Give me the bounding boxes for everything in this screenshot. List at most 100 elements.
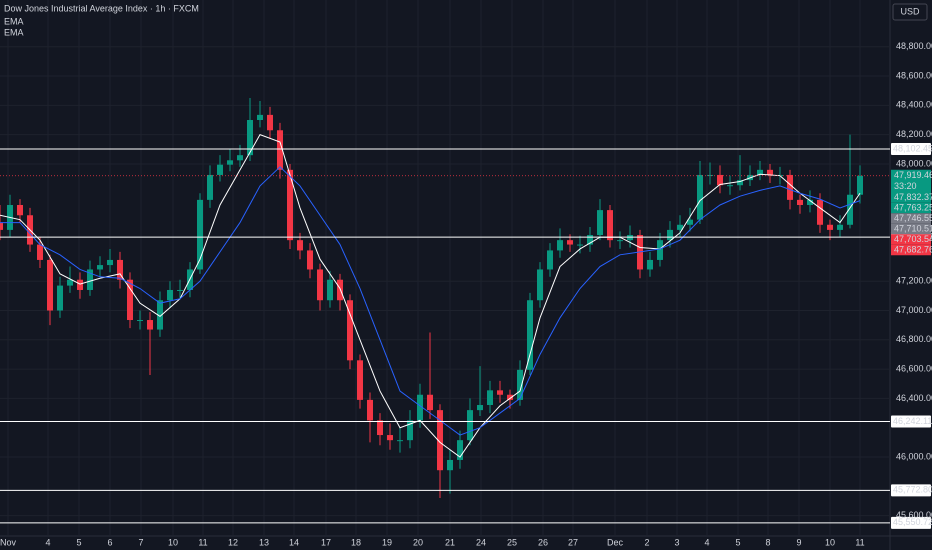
candle-body — [107, 259, 113, 266]
legend-entry: EMA — [4, 27, 24, 37]
candle-body — [227, 160, 233, 165]
x-tick-label: Nov — [0, 537, 16, 547]
currency-button[interactable] — [892, 3, 928, 21]
x-tick-label: 7 — [138, 537, 143, 547]
candle-body — [837, 224, 843, 230]
price-tag — [891, 169, 931, 193]
price-label: 47,832.37 — [894, 192, 932, 202]
x-tick-label: 6 — [107, 537, 112, 547]
candle-body — [727, 185, 733, 187]
level-label: 45,772.80 — [893, 485, 932, 495]
x-tick-label: 25 — [507, 537, 517, 547]
candle-body — [507, 394, 513, 400]
level-tag — [891, 415, 931, 428]
candle-body — [287, 169, 293, 241]
candle-body — [327, 279, 333, 301]
candle-body — [47, 259, 53, 311]
candle-body — [707, 174, 713, 176]
candle-body — [37, 244, 43, 260]
candle-body — [657, 240, 663, 260]
countdown: 33:20 — [894, 181, 917, 191]
candle-body — [477, 405, 483, 411]
candle-body — [737, 180, 743, 186]
candle-body — [207, 174, 213, 200]
candle-body — [447, 459, 453, 471]
candle-body — [117, 259, 123, 280]
candle-body — [57, 285, 63, 311]
level-tag — [891, 142, 931, 155]
y-tick-label: 48,400.00 — [896, 100, 932, 110]
x-tick-label: 26 — [538, 537, 548, 547]
candle-body — [487, 390, 493, 406]
candle-body — [817, 199, 823, 225]
x-tick-label: 4 — [704, 537, 709, 547]
x-tick-label: 27 — [568, 537, 578, 547]
y-tick-label: 47,200.00 — [896, 276, 932, 286]
candle-body — [857, 175, 863, 195]
candle-body — [87, 269, 93, 290]
candle-body — [557, 240, 563, 251]
price-label: 47,710.51 — [894, 224, 932, 234]
price-tag — [891, 202, 931, 214]
candle-body — [267, 114, 273, 131]
candle-body — [157, 300, 163, 330]
ema-line — [0, 166, 861, 436]
candle-body — [437, 410, 443, 471]
candle-body — [357, 360, 363, 400]
candle-body — [527, 300, 533, 370]
plot — [0, 98, 863, 499]
ema-line — [0, 134, 861, 458]
candle-body — [587, 235, 593, 245]
price-label: 47,746.55 — [894, 213, 932, 223]
x-tick-label: 12 — [228, 537, 238, 547]
price-tag — [891, 244, 931, 256]
price-tag — [891, 223, 931, 235]
y-tick-label: 46,600.00 — [896, 363, 932, 373]
x-tick-label: 4 — [45, 537, 50, 547]
candle-body — [97, 265, 103, 270]
candle-body — [567, 240, 573, 245]
candle-body — [497, 390, 503, 395]
candle-body — [787, 174, 793, 200]
x-tick-label: 13 — [259, 537, 269, 547]
candle-body — [17, 204, 23, 216]
candle-body — [767, 169, 773, 175]
y-tick-label: 48,800.00 — [896, 41, 932, 51]
candle-body — [177, 289, 183, 291]
x-tick-label: 8 — [765, 537, 770, 547]
x-tick-label: 14 — [289, 537, 299, 547]
level-tag — [891, 516, 931, 529]
level-label: 45,550.72 — [893, 517, 932, 527]
candle-body — [617, 240, 623, 242]
candle-body — [467, 410, 473, 441]
candle-body — [297, 240, 303, 251]
x-tick-label: 10 — [168, 537, 178, 547]
price-label: 47,703.54 — [894, 234, 932, 244]
candle-body — [757, 169, 763, 175]
y-tick-label: 48,000.00 — [896, 158, 932, 168]
x-tick-label: 10 — [825, 537, 835, 547]
candle-body — [67, 279, 73, 286]
x-tick-label: 9 — [796, 537, 801, 547]
price-label: 47,763.25 — [894, 203, 932, 213]
x-tick-label: 20 — [413, 537, 423, 547]
candle-body — [167, 289, 173, 301]
y-tick-label: 48,200.00 — [896, 129, 932, 139]
candle-body — [367, 399, 373, 421]
candle-body — [277, 130, 283, 170]
y-tick-label: 46,400.00 — [896, 393, 932, 403]
x-tick-label: 3 — [674, 537, 679, 547]
candle-body — [517, 369, 523, 400]
candle-body — [307, 250, 313, 270]
candle-body — [237, 155, 243, 161]
candle-body — [457, 440, 463, 460]
y-tick-label: 47,000.00 — [896, 305, 932, 315]
y-tick-label: 45,600.00 — [896, 510, 932, 520]
currency[interactable]: USD — [900, 6, 920, 16]
y-tick-label: 46,800.00 — [896, 334, 932, 344]
candle-body — [607, 210, 613, 241]
x-tick-label: 11 — [198, 537, 207, 547]
x-tick-label: 21 — [445, 537, 455, 547]
